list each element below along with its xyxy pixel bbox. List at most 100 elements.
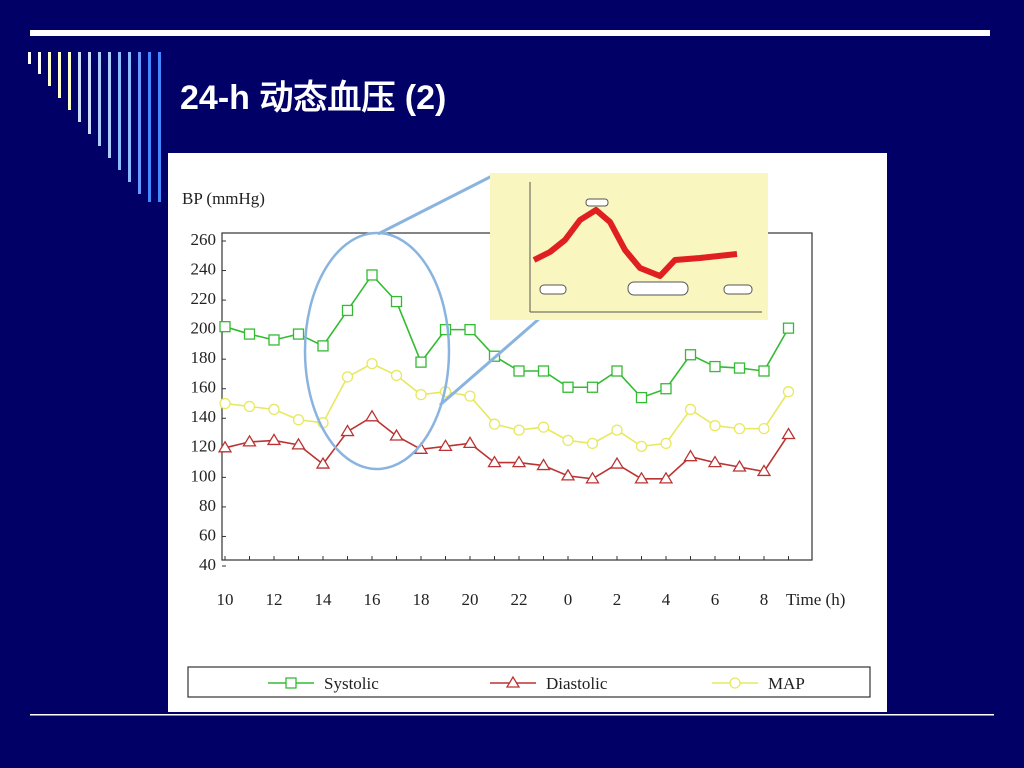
marker bbox=[268, 403, 280, 416]
legend-label: MAP bbox=[768, 674, 805, 693]
y-tick-label: 260 bbox=[191, 230, 217, 249]
legend-label: Diastolic bbox=[546, 674, 608, 693]
marker bbox=[683, 449, 698, 462]
x-tick-label: 8 bbox=[760, 590, 769, 609]
marker bbox=[513, 365, 525, 377]
marker bbox=[758, 422, 770, 435]
marker bbox=[219, 321, 231, 333]
marker bbox=[781, 427, 796, 440]
marker bbox=[266, 433, 282, 446]
bottom-rule bbox=[30, 714, 994, 716]
marker bbox=[340, 424, 355, 437]
inset-image bbox=[490, 173, 768, 320]
y-axis-label: BP (mmHg) bbox=[182, 189, 265, 208]
marker bbox=[537, 365, 550, 377]
y-tick-label: 200 bbox=[191, 319, 217, 338]
marker bbox=[217, 440, 233, 453]
x-tick-label: 0 bbox=[564, 590, 573, 609]
marker bbox=[609, 456, 625, 469]
marker bbox=[415, 356, 427, 368]
marker bbox=[560, 468, 576, 481]
marker bbox=[707, 455, 723, 468]
marker bbox=[756, 464, 772, 477]
marker bbox=[709, 420, 721, 432]
marker bbox=[292, 414, 305, 426]
marker bbox=[462, 436, 478, 449]
y-tick-label: 220 bbox=[191, 289, 217, 308]
x-tick-label: 18 bbox=[413, 590, 430, 609]
legend: Systolic Diastolic MAP bbox=[268, 674, 805, 693]
marker bbox=[341, 371, 354, 383]
x-tick-label: 2 bbox=[613, 590, 622, 609]
marker bbox=[390, 369, 403, 382]
slide-title: 24-h 动态血压 (2) bbox=[180, 79, 446, 117]
y-tick-label: 80 bbox=[199, 496, 216, 515]
stripes bbox=[28, 52, 161, 202]
marker bbox=[487, 455, 502, 468]
marker bbox=[635, 391, 648, 404]
marker bbox=[390, 295, 403, 308]
highlight-ellipse bbox=[303, 231, 451, 471]
marker bbox=[242, 434, 257, 447]
x-tick-label: 14 bbox=[315, 590, 333, 609]
x-tick-label: 12 bbox=[266, 590, 283, 609]
y-tick-label: 100 bbox=[191, 466, 217, 485]
x-tick-label: 6 bbox=[711, 590, 720, 609]
x-tick-label: 4 bbox=[662, 590, 671, 609]
marker bbox=[364, 409, 380, 422]
legend-frame bbox=[187, 666, 871, 698]
marker bbox=[366, 357, 378, 370]
y-tick-label: 120 bbox=[191, 437, 217, 456]
marker bbox=[782, 322, 795, 334]
marker bbox=[285, 677, 297, 689]
marker bbox=[464, 390, 476, 402]
x-tick-label: 20 bbox=[462, 590, 479, 609]
marker bbox=[562, 434, 574, 447]
marker bbox=[732, 459, 747, 472]
marker bbox=[511, 455, 527, 468]
marker bbox=[709, 360, 721, 373]
marker bbox=[586, 437, 599, 450]
y-tick-label: 60 bbox=[199, 525, 216, 544]
marker bbox=[488, 418, 501, 430]
marker bbox=[268, 334, 280, 346]
marker bbox=[562, 381, 574, 393]
marker bbox=[733, 362, 746, 374]
marker bbox=[684, 349, 697, 361]
y-tick-label: 160 bbox=[191, 378, 217, 397]
y-tick-label: 140 bbox=[191, 407, 217, 426]
callout-line bbox=[377, 174, 493, 236]
marker bbox=[635, 440, 648, 452]
marker bbox=[634, 471, 649, 484]
marker bbox=[536, 458, 551, 471]
x-tick-label: 10 bbox=[217, 590, 234, 609]
x-tick-label: 16 bbox=[364, 590, 381, 609]
marker bbox=[729, 677, 741, 689]
marker bbox=[439, 323, 452, 336]
legend-label: Systolic bbox=[324, 674, 379, 693]
marker bbox=[243, 400, 256, 413]
marker bbox=[219, 397, 231, 410]
marker bbox=[291, 437, 306, 450]
marker bbox=[292, 328, 305, 340]
marker bbox=[782, 386, 795, 398]
marker bbox=[684, 403, 697, 416]
y-tick-label: 180 bbox=[191, 348, 217, 367]
marker bbox=[317, 340, 329, 352]
marker bbox=[586, 381, 599, 393]
marker bbox=[464, 323, 476, 336]
marker bbox=[341, 304, 354, 317]
marker bbox=[438, 439, 453, 451]
y-tick-label: 240 bbox=[191, 259, 217, 278]
marker bbox=[315, 456, 331, 469]
marker bbox=[243, 328, 256, 340]
x-tick-label: 22 bbox=[511, 590, 528, 609]
marker bbox=[658, 471, 674, 484]
y-tick-label: 40 bbox=[199, 555, 216, 574]
marker bbox=[733, 422, 746, 435]
marker bbox=[758, 365, 770, 377]
callout-line bbox=[439, 316, 541, 407]
marker bbox=[611, 365, 623, 377]
